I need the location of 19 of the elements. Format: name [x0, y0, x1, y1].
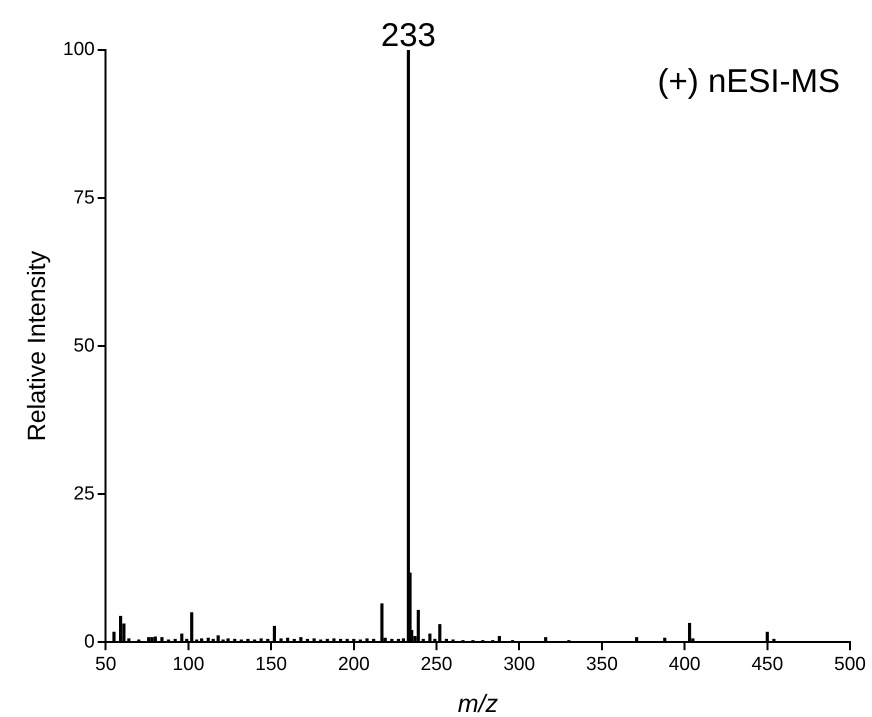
- x-tick-label: 50: [95, 654, 116, 675]
- x-tick-label: 150: [255, 654, 287, 675]
- y-tick-label: 25: [74, 483, 95, 504]
- annotation: (+) nESI-MS: [658, 62, 840, 99]
- x-tick-label: 450: [751, 654, 784, 675]
- y-tick-label: 100: [63, 39, 95, 60]
- x-axis-title: m/z: [458, 690, 498, 717]
- x-tick-label: 500: [834, 654, 866, 675]
- x-tick-label: 350: [586, 654, 618, 675]
- annotation: 233: [380, 16, 436, 53]
- y-tick-label: 75: [74, 187, 95, 208]
- x-tick-label: 100: [172, 654, 204, 675]
- x-tick-label: 200: [338, 654, 370, 675]
- x-tick-label: 300: [503, 654, 536, 675]
- x-tick-label: 400: [668, 654, 700, 675]
- y-axis-title: Relative Intensity: [23, 250, 51, 442]
- y-tick-label: 50: [74, 335, 95, 356]
- x-tick-label: 250: [420, 654, 452, 675]
- y-tick-label: 0: [84, 631, 95, 652]
